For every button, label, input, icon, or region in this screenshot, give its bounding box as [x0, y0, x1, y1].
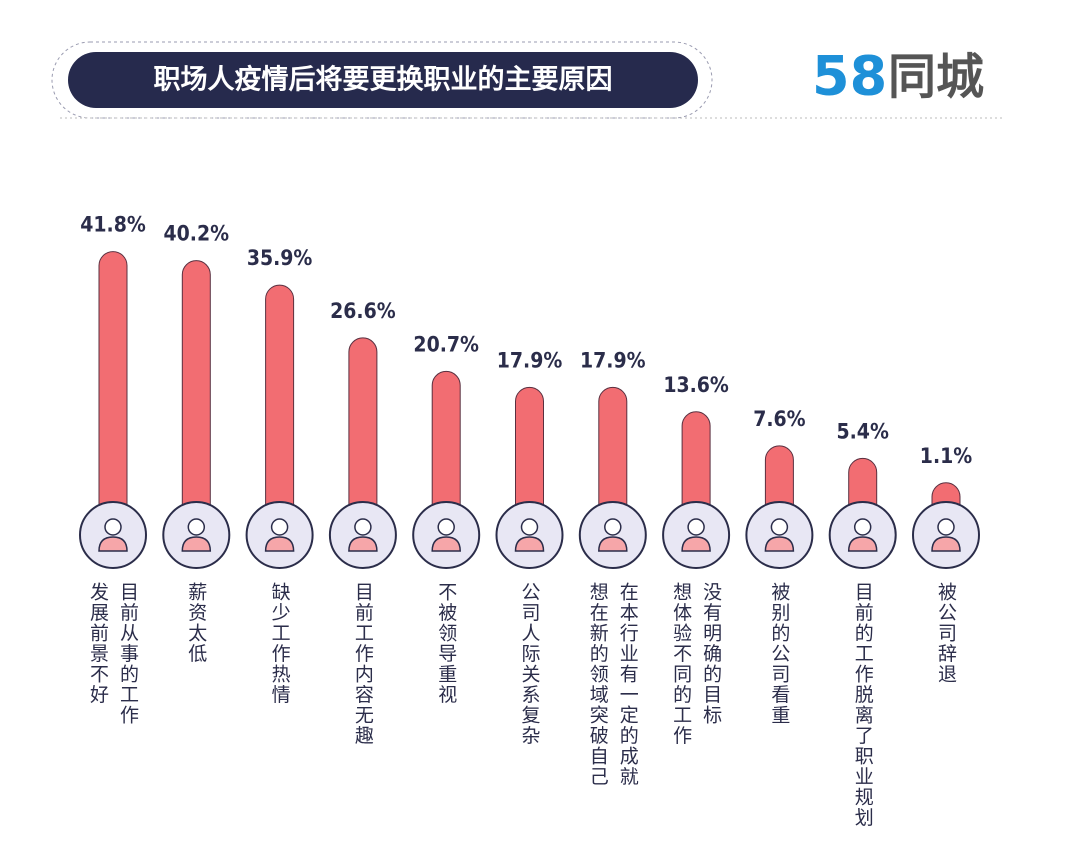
logo-digits: 58 [812, 45, 887, 108]
value-label: 13.6% [663, 373, 729, 397]
icon-body [264, 536, 295, 552]
icon-body [98, 536, 128, 552]
category-label: 被公司辞退 [935, 582, 957, 685]
icon-head [104, 518, 122, 536]
icon-body [431, 536, 461, 552]
icon-body [514, 536, 545, 552]
bar [265, 284, 295, 536]
value-label: 17.9% [580, 348, 646, 372]
value-label: 20.7% [413, 332, 479, 356]
icon-body [847, 536, 878, 552]
value-label: 17.9% [497, 348, 563, 372]
icon-head [270, 518, 289, 536]
title-box [68, 52, 698, 108]
icon-body [764, 536, 795, 552]
logo-text: 同城 [888, 49, 984, 105]
icon-body [348, 536, 378, 552]
category-label: 没有明确的目标 [700, 582, 722, 726]
bar [98, 251, 128, 536]
icon-head [770, 518, 789, 536]
icon-body [931, 536, 961, 552]
bar [181, 260, 211, 536]
category-label: 公司人际关系复杂 [519, 582, 541, 746]
category-label: 在本行业有一定的成就 [617, 582, 639, 787]
icon-head [687, 518, 705, 536]
icon-head [853, 518, 872, 536]
category-label: 不被领导重视 [435, 582, 457, 705]
category-label: 想体验不同的工作 [670, 582, 692, 746]
category-label: 发展前景不好 [87, 582, 109, 705]
value-label: 1.1% [920, 444, 972, 468]
value-label: 26.6% [330, 299, 396, 323]
icon-body [598, 536, 628, 552]
icon-head [604, 518, 622, 536]
category-label: 薪资太低 [185, 582, 207, 664]
value-label: 40.2% [164, 222, 230, 246]
chart-title: 职场人疫情后将要更换职业的主要原因 [154, 64, 613, 96]
value-label: 7.6% [753, 407, 805, 431]
category-label: 目前从事的工作 [117, 582, 139, 726]
icon-head [437, 518, 455, 536]
icon-head [520, 518, 539, 536]
title-frame [51, 41, 713, 119]
icon-head [354, 518, 372, 536]
icon-head [187, 518, 206, 536]
category-label: 目前的工作脱离了职业规划 [852, 582, 874, 828]
category-label: 目前工作内容无趣 [352, 582, 374, 746]
category-label: 被别的公司看重 [768, 582, 790, 726]
value-label: 35.9% [247, 246, 313, 270]
category-label: 想在新的领域突破自己 [587, 582, 609, 787]
icon-body [681, 536, 711, 552]
category-label: 缺少工作热情 [269, 582, 291, 705]
icon-body [181, 536, 212, 552]
value-label: 5.4% [836, 419, 888, 443]
value-label: 41.8% [80, 213, 146, 237]
icon-head [937, 518, 955, 536]
